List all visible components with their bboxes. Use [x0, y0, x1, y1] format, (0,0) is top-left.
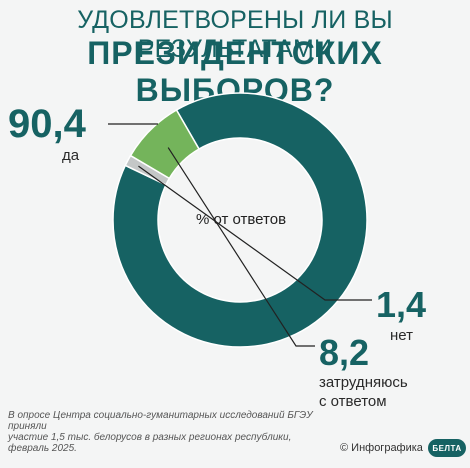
title-line-2: ПРЕЗИДЕНТСКИХ ВЫБОРОВ? [87, 35, 383, 108]
slice-da [112, 92, 368, 348]
value-label-hard: 8,2 [319, 332, 369, 373]
survey-note: В опросе Центра социально-гуманитарных и… [8, 410, 313, 454]
category-label-da: да [62, 147, 80, 164]
center-label: % от ответов [196, 211, 286, 228]
title-line-1: УДОВЛЕТВОРЕНЫ ЛИ ВЫ РЕЗУЛЬТАТАМИ [77, 6, 393, 63]
category-label-hard-line1: затрудняюсь [319, 374, 408, 391]
category-label-net: нет [390, 327, 413, 344]
value-label-net: 1,4 [376, 284, 426, 325]
belta-logo: БЕЛТА [428, 439, 466, 457]
leader-line-hard [167, 147, 315, 347]
slice-hard [129, 108, 201, 180]
category-label-hard-line2: с ответом [319, 393, 387, 410]
leader-line-net [138, 165, 372, 301]
credit-text: © Инфографика [340, 442, 423, 454]
value-label-da: 90,4 [8, 102, 87, 146]
